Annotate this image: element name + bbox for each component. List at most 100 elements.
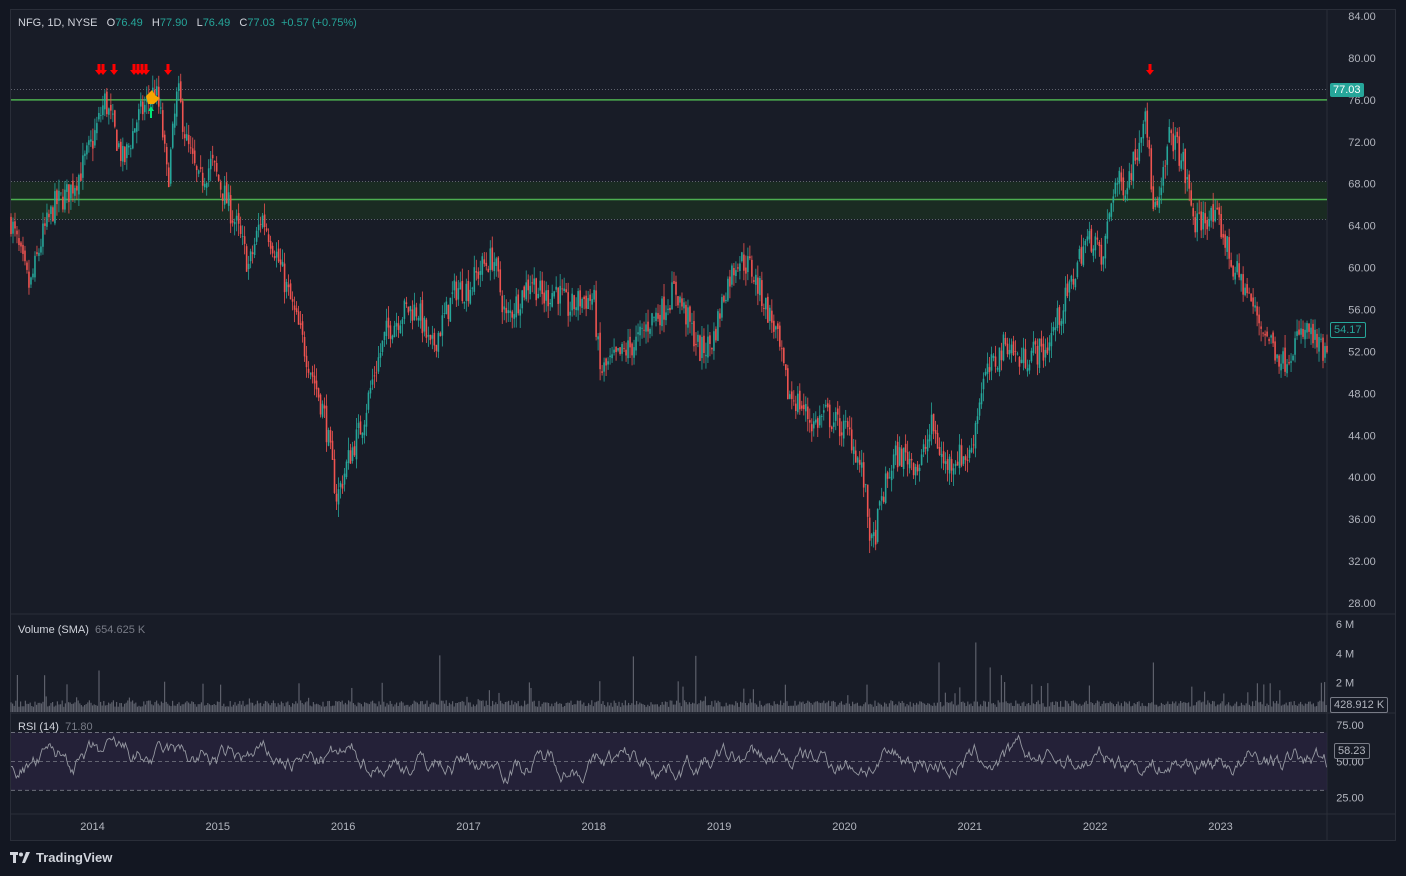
candle-body — [609, 355, 611, 358]
candle-body — [529, 285, 532, 295]
candle-body — [599, 332, 601, 370]
candle-body — [116, 129, 118, 151]
candle-body — [1204, 213, 1206, 224]
candle-body — [1186, 177, 1189, 180]
candle-body — [393, 325, 396, 338]
candle-body — [611, 354, 613, 359]
candle-body — [171, 123, 174, 148]
low-value: 76.49 — [202, 17, 231, 29]
candle-body — [968, 449, 971, 459]
candle-body — [711, 348, 713, 350]
candle-body — [988, 367, 991, 373]
candle-body — [1026, 368, 1029, 372]
candle-body — [992, 355, 995, 358]
candle-body — [946, 458, 949, 470]
candle-body — [229, 195, 232, 224]
candle-body — [966, 459, 969, 461]
candle-body — [1100, 244, 1103, 265]
candle-body — [579, 290, 581, 307]
candle-body — [1236, 261, 1238, 273]
candle-body — [485, 262, 488, 267]
candle-body — [473, 267, 476, 292]
candle-body — [727, 278, 729, 301]
candle-body — [14, 221, 16, 229]
candle-body — [1214, 210, 1216, 222]
time-axis-tick: 2017 — [456, 821, 480, 833]
candle-body — [804, 404, 807, 412]
candle-body — [108, 108, 110, 115]
candle-body — [331, 440, 334, 460]
prev-price-tag: 54.17 — [1330, 322, 1366, 338]
candle-body — [437, 332, 440, 352]
candle-body — [553, 291, 555, 297]
candle-body — [812, 421, 815, 429]
candle-body — [699, 335, 701, 361]
candle-body — [319, 394, 322, 415]
candle-body — [1102, 256, 1105, 265]
candle-body — [543, 292, 545, 304]
candle-body — [72, 180, 74, 194]
candle-body — [589, 294, 591, 301]
candle-body — [365, 412, 368, 427]
candle-body — [323, 405, 326, 409]
candle-body — [357, 422, 360, 429]
candle-body — [285, 281, 288, 292]
candle-body — [842, 420, 845, 439]
candle-body — [866, 484, 869, 517]
candle-body — [565, 289, 567, 293]
candle-body — [739, 263, 741, 272]
candle-body — [153, 89, 156, 98]
candle-body — [986, 363, 989, 374]
candle-body — [535, 278, 538, 301]
candle-body — [679, 296, 681, 303]
candle-body — [100, 115, 102, 116]
low-label: L — [196, 17, 203, 29]
candle-body — [944, 461, 947, 465]
candle-body — [1140, 137, 1143, 143]
price-axis-tick: 56.00 — [1348, 305, 1376, 317]
candle-body — [277, 248, 280, 262]
candle-body — [1244, 287, 1246, 296]
candle-body — [940, 453, 943, 457]
candle-body — [914, 466, 917, 476]
candle-body — [397, 323, 400, 330]
candle-body — [1170, 130, 1173, 134]
candle-body — [217, 174, 220, 181]
candle-body — [96, 123, 98, 134]
candle-body — [249, 251, 252, 262]
candle-body — [625, 349, 627, 356]
candle-body — [922, 444, 925, 453]
candle-body — [994, 356, 997, 367]
candle-body — [860, 462, 863, 468]
candle-body — [459, 282, 462, 290]
price-axis-tick: 36.00 — [1348, 514, 1376, 526]
tradingview-branding[interactable]: TradingView — [10, 850, 112, 865]
candle-body — [623, 348, 625, 349]
candle-body — [721, 297, 723, 318]
candle-body — [703, 335, 705, 353]
price-axis-tick: 68.00 — [1348, 179, 1376, 191]
candle-body — [76, 185, 78, 191]
candle-body — [112, 113, 114, 115]
candle-body — [1180, 160, 1183, 169]
candle-body — [759, 278, 761, 296]
candle-body — [663, 296, 665, 320]
candle-body — [1092, 248, 1095, 256]
candle-body — [1222, 233, 1224, 238]
candle-body — [1258, 314, 1260, 324]
candle-body — [435, 344, 438, 351]
candle-body — [407, 306, 410, 313]
candle-body — [1030, 350, 1033, 362]
candle-body — [769, 307, 771, 322]
candle-body — [511, 311, 514, 318]
candle-body — [830, 426, 833, 430]
candle-body — [908, 458, 911, 469]
tradingview-name: TradingView — [36, 850, 113, 865]
candle-body — [377, 357, 380, 372]
candle-body — [527, 279, 530, 291]
candle-body — [489, 248, 492, 271]
candle-body — [1134, 149, 1137, 161]
candle-body — [1150, 148, 1153, 190]
candle-body — [665, 312, 667, 321]
